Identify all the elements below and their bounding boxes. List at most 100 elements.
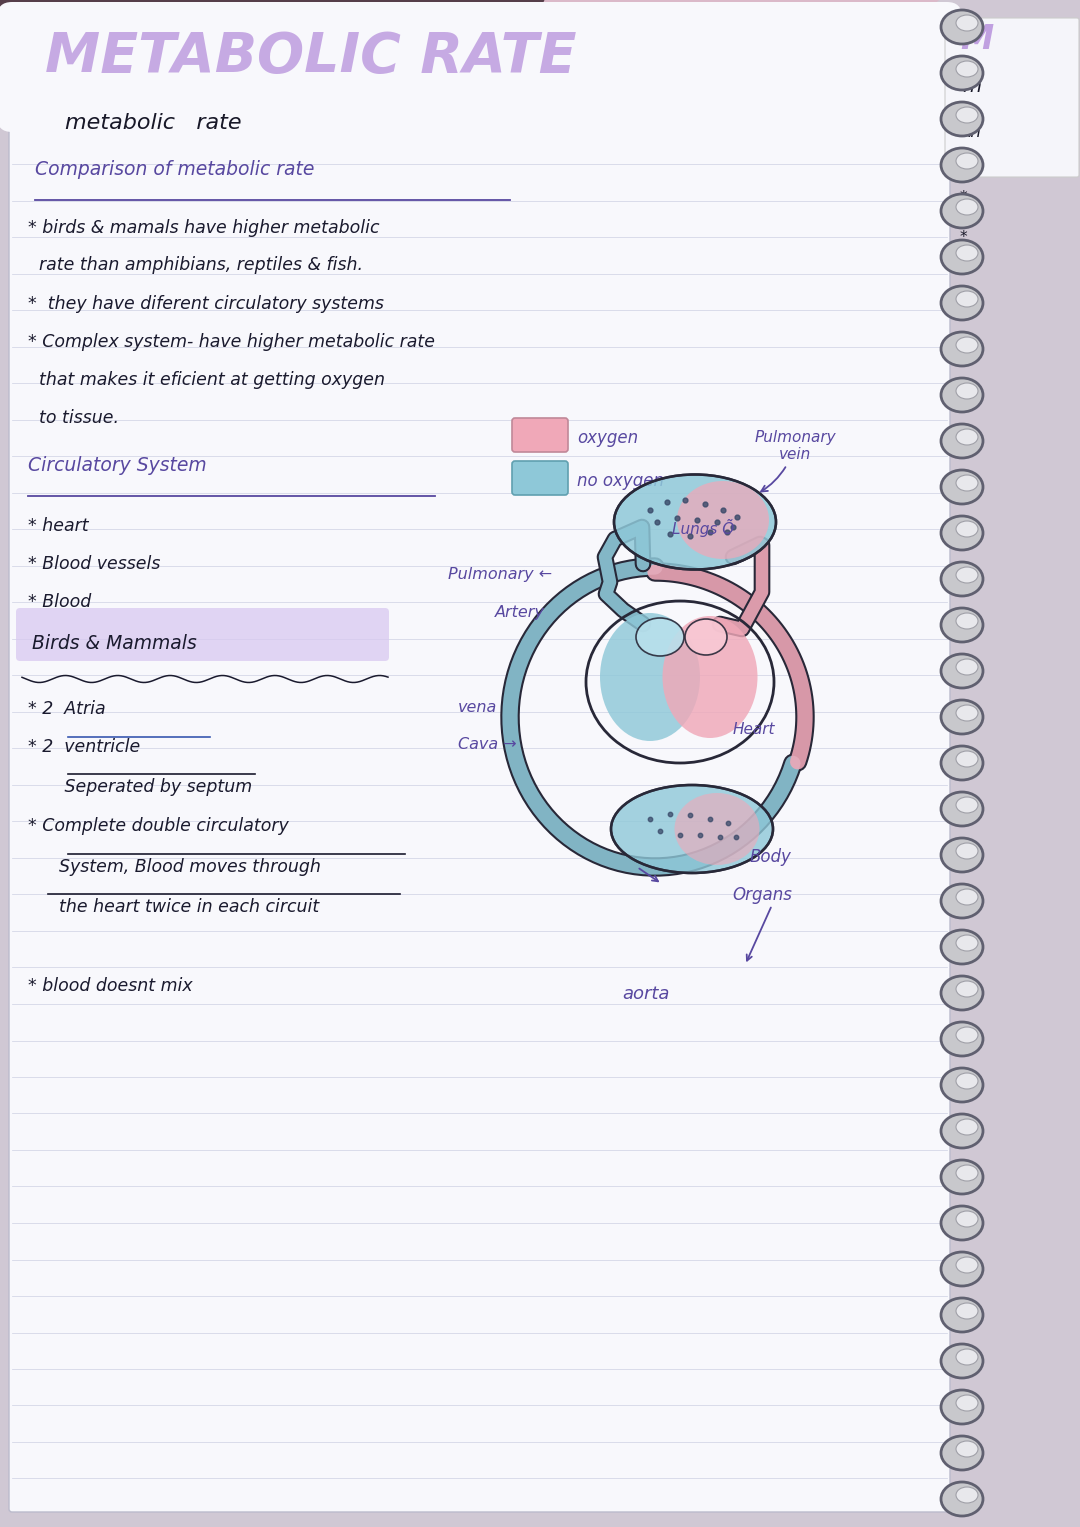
- Text: m: m: [962, 76, 981, 96]
- Ellipse shape: [941, 793, 983, 826]
- Ellipse shape: [956, 429, 978, 444]
- Ellipse shape: [942, 715, 982, 731]
- Text: Pulmonary
vein: Pulmonary vein: [754, 429, 836, 492]
- Ellipse shape: [942, 1496, 982, 1513]
- Ellipse shape: [615, 475, 777, 570]
- FancyBboxPatch shape: [945, 18, 1079, 177]
- Text: * Complex system- have higher metabolic rate: * Complex system- have higher metabolic …: [28, 333, 435, 351]
- Text: to tissue.: to tissue.: [28, 409, 119, 428]
- Text: *: *: [960, 189, 968, 205]
- Ellipse shape: [942, 623, 982, 638]
- Ellipse shape: [956, 1348, 978, 1365]
- Text: M: M: [960, 23, 994, 56]
- Ellipse shape: [956, 521, 978, 538]
- Ellipse shape: [942, 1313, 982, 1328]
- FancyBboxPatch shape: [9, 14, 950, 1512]
- Ellipse shape: [662, 615, 757, 738]
- Ellipse shape: [941, 838, 983, 872]
- Ellipse shape: [941, 1252, 983, 1286]
- Ellipse shape: [942, 1359, 982, 1374]
- Ellipse shape: [941, 699, 983, 734]
- Text: Organs: Organs: [732, 886, 792, 904]
- Ellipse shape: [942, 1451, 982, 1467]
- Text: no oxygen: no oxygen: [577, 472, 664, 490]
- Ellipse shape: [956, 244, 978, 261]
- Ellipse shape: [677, 481, 769, 559]
- Ellipse shape: [941, 331, 983, 366]
- Ellipse shape: [956, 199, 978, 215]
- Ellipse shape: [942, 991, 982, 1006]
- Ellipse shape: [942, 255, 982, 270]
- Ellipse shape: [941, 1206, 983, 1240]
- Ellipse shape: [941, 379, 983, 412]
- Ellipse shape: [941, 1022, 983, 1057]
- Ellipse shape: [941, 1067, 983, 1102]
- Ellipse shape: [941, 976, 983, 1009]
- Text: Heart: Heart: [733, 722, 775, 738]
- Ellipse shape: [675, 793, 759, 864]
- Text: METABOLIC RATE: METABOLIC RATE: [45, 31, 577, 84]
- Ellipse shape: [0, 0, 549, 84]
- Ellipse shape: [942, 1174, 982, 1191]
- Ellipse shape: [956, 843, 978, 860]
- Ellipse shape: [956, 705, 978, 721]
- Ellipse shape: [942, 577, 982, 592]
- Text: * 2  Atria: * 2 Atria: [28, 699, 106, 718]
- Ellipse shape: [941, 11, 983, 44]
- Ellipse shape: [956, 1303, 978, 1319]
- Ellipse shape: [942, 1267, 982, 1283]
- Ellipse shape: [942, 760, 982, 777]
- Text: * blood doesnt mix: * blood doesnt mix: [28, 977, 192, 996]
- Ellipse shape: [956, 292, 978, 307]
- Ellipse shape: [942, 806, 982, 823]
- Ellipse shape: [942, 301, 982, 318]
- Text: An: An: [960, 124, 982, 140]
- Ellipse shape: [942, 392, 982, 409]
- Ellipse shape: [942, 945, 982, 960]
- Ellipse shape: [942, 70, 982, 87]
- Ellipse shape: [956, 751, 978, 767]
- Text: vena: vena: [458, 699, 497, 715]
- Text: Comparison of metabolic rate: Comparison of metabolic rate: [35, 160, 314, 179]
- Text: * Blood vessels: * Blood vessels: [28, 554, 160, 573]
- Ellipse shape: [942, 118, 982, 133]
- Ellipse shape: [941, 1435, 983, 1471]
- Ellipse shape: [942, 669, 982, 686]
- Ellipse shape: [941, 425, 983, 458]
- Ellipse shape: [942, 347, 982, 363]
- Ellipse shape: [956, 1396, 978, 1411]
- FancyBboxPatch shape: [16, 608, 389, 661]
- Ellipse shape: [941, 102, 983, 136]
- Ellipse shape: [941, 562, 983, 596]
- Ellipse shape: [636, 618, 684, 657]
- Text: * Blood: * Blood: [28, 592, 91, 611]
- Ellipse shape: [941, 56, 983, 90]
- Ellipse shape: [942, 24, 982, 41]
- Ellipse shape: [942, 209, 982, 224]
- Ellipse shape: [941, 194, 983, 228]
- Ellipse shape: [956, 1119, 978, 1135]
- Ellipse shape: [956, 61, 978, 76]
- Text: * 2  ventricle: * 2 ventricle: [28, 738, 140, 756]
- Ellipse shape: [942, 1405, 982, 1422]
- Text: * Complete double circulatory: * Complete double circulatory: [28, 817, 288, 835]
- Ellipse shape: [942, 854, 982, 869]
- Ellipse shape: [941, 1483, 983, 1516]
- Ellipse shape: [941, 516, 983, 550]
- Ellipse shape: [956, 1487, 978, 1503]
- Text: metabolic   rate: metabolic rate: [65, 113, 242, 133]
- Text: Seperated by septum: Seperated by septum: [48, 777, 252, 796]
- Ellipse shape: [956, 1211, 978, 1228]
- Text: *: *: [960, 150, 968, 165]
- Ellipse shape: [942, 1128, 982, 1145]
- Ellipse shape: [956, 475, 978, 492]
- Ellipse shape: [956, 612, 978, 629]
- Ellipse shape: [941, 747, 983, 780]
- Ellipse shape: [956, 797, 978, 812]
- Ellipse shape: [942, 163, 982, 179]
- Ellipse shape: [941, 1298, 983, 1332]
- Ellipse shape: [956, 337, 978, 353]
- Text: Artery: Artery: [495, 605, 545, 620]
- Ellipse shape: [956, 660, 978, 675]
- Text: the heart twice in each circuit: the heart twice in each circuit: [48, 898, 320, 916]
